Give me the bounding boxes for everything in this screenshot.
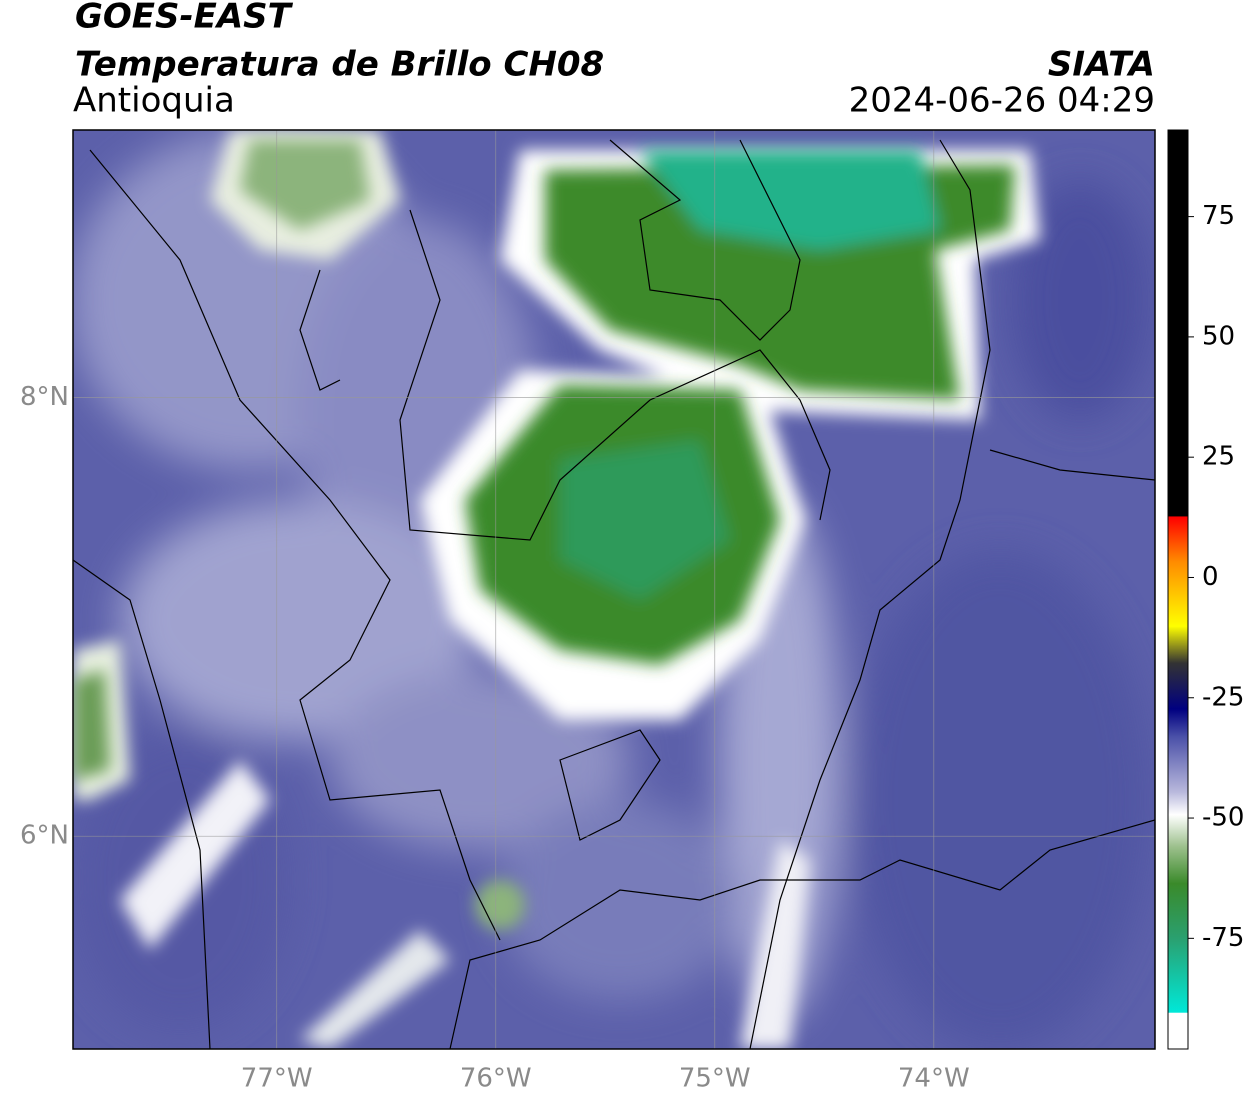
colorbar-tick-label: -75 bbox=[1202, 923, 1244, 953]
y-tick-label: 6°N bbox=[20, 821, 69, 851]
product: Temperatura de Brillo CH08 bbox=[75, 45, 604, 85]
map-frame bbox=[72, 129, 1156, 1050]
graticule bbox=[73, 130, 1155, 1049]
x-tick-label: 75°W bbox=[679, 1064, 751, 1094]
datetime: 2024-06-26 04:29 bbox=[849, 81, 1155, 121]
colorbar-tick-label: 25 bbox=[1202, 442, 1235, 472]
satellite-image bbox=[73, 130, 1155, 1049]
region: Antioquia bbox=[73, 81, 235, 121]
colorbar-tick-label: 50 bbox=[1202, 321, 1235, 351]
x-tick-label: 77°W bbox=[241, 1064, 313, 1094]
colorbar-tick-label: -50 bbox=[1202, 803, 1244, 833]
satellite: GOES-EAST bbox=[75, 0, 294, 37]
colorbar-tick-label: 0 bbox=[1202, 562, 1219, 592]
y-tick-label: 8°N bbox=[20, 382, 69, 412]
colorbar bbox=[1167, 129, 1189, 1050]
colorbar-tick-label: 75 bbox=[1202, 201, 1235, 231]
x-tick-label: 74°W bbox=[898, 1064, 970, 1094]
x-tick-label: 76°W bbox=[460, 1064, 532, 1094]
source: SIATA bbox=[1048, 45, 1155, 85]
colorbar-tick-label: -25 bbox=[1202, 682, 1244, 712]
